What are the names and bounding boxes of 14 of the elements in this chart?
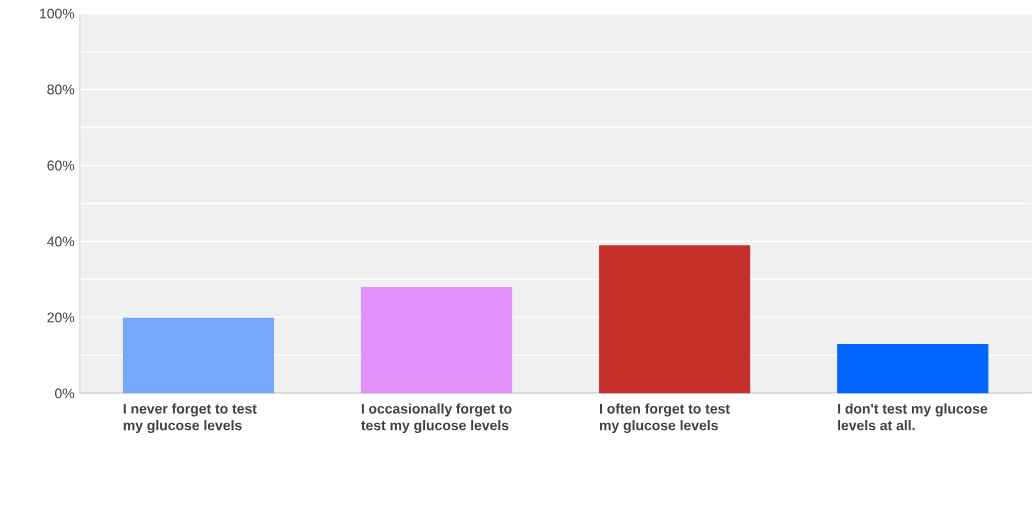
y-tick-label: 20%: [47, 312, 75, 323]
y-tick-label: 0%: [55, 388, 75, 399]
y-tick-label: 40%: [47, 236, 75, 247]
x-tick-label: I often forget to test my glucose levels: [599, 403, 730, 434]
y-tick-label: 100%: [40, 8, 75, 19]
bar: [122, 317, 275, 394]
x-tick-label: I never forget to test my glucose levels: [123, 403, 257, 434]
bar: [837, 344, 989, 394]
y-tick-label: 80%: [47, 84, 75, 95]
x-tick-label: I don't test my glucose levels at all.: [838, 403, 988, 431]
y-tick-label: 60%: [47, 160, 75, 171]
x-tick-label: I occasionally forget to test my glucose levels: [361, 403, 512, 434]
bar: [599, 245, 751, 394]
bar: [360, 287, 513, 394]
